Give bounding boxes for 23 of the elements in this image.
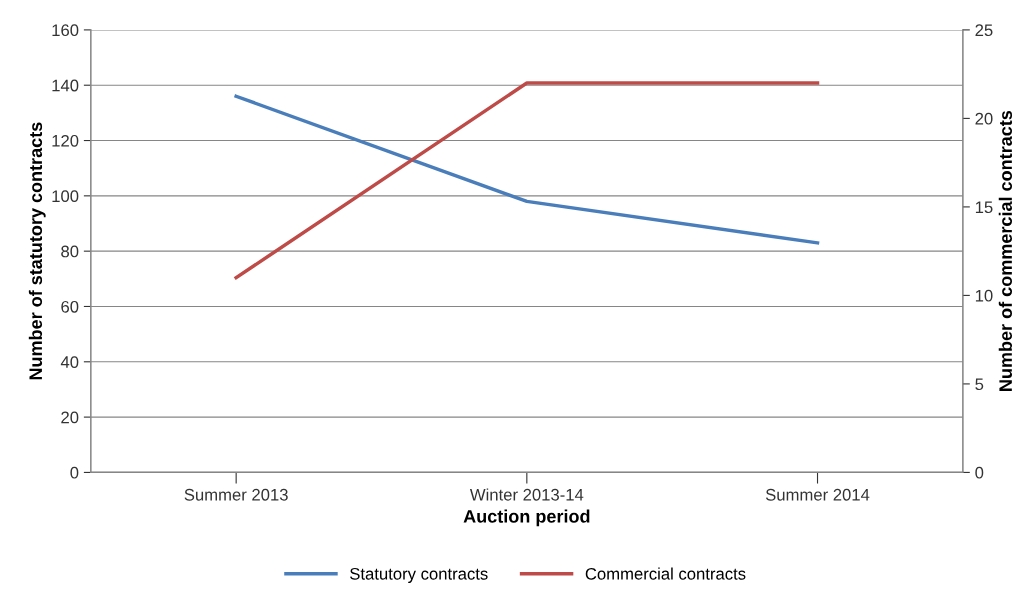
legend-label: Statutory contracts <box>350 567 488 583</box>
y-tick-label: 140 <box>52 79 79 92</box>
y-tick-label: 20 <box>61 411 79 424</box>
x-tick-label: Winter 2013-14 <box>469 488 584 501</box>
y2-tick-label: 25 <box>975 24 993 37</box>
y-tick-label: 40 <box>60 356 79 368</box>
x-axis-title: Auction period <box>463 509 590 527</box>
y-tick-label: 160 <box>52 24 79 37</box>
y-tick-label: 80 <box>61 245 79 258</box>
y2-tick-label: 15 <box>975 201 993 214</box>
y-tick-label: 0 <box>70 466 79 479</box>
x-tick-label: Summer 2014 <box>765 488 870 501</box>
legend-label: Commercial contracts <box>585 567 746 580</box>
y2-tick-label: 0 <box>975 466 984 479</box>
y-axis-title: Number of statutory contracts <box>28 122 46 380</box>
y-tick-label: 120 <box>52 134 79 147</box>
y-tick-label: 100 <box>52 190 79 203</box>
x-tick-label: Summer 2013 <box>184 488 288 501</box>
y-tick-label: 60 <box>61 300 79 313</box>
y2-axis-title: Number of commercial contracts <box>998 110 1013 391</box>
y2-tick-label: 10 <box>975 289 993 302</box>
y2-tick-label: 20 <box>975 112 993 125</box>
y2-tick-label: 5 <box>975 378 984 391</box>
